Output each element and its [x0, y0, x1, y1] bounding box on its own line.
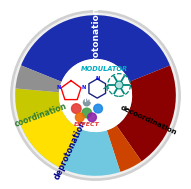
- Circle shape: [13, 13, 178, 178]
- Circle shape: [11, 11, 180, 180]
- Wedge shape: [15, 65, 62, 92]
- Circle shape: [115, 81, 123, 89]
- Text: EFFECT: EFFECT: [74, 122, 100, 127]
- Circle shape: [83, 99, 90, 106]
- Wedge shape: [117, 65, 176, 161]
- Text: MODULATOR: MODULATOR: [81, 66, 128, 72]
- Text: coordination: coordination: [13, 102, 68, 129]
- Wedge shape: [15, 88, 61, 123]
- Text: deprotonation: deprotonation: [52, 119, 88, 181]
- Text: N: N: [81, 84, 85, 90]
- Circle shape: [75, 113, 84, 122]
- Circle shape: [94, 104, 103, 113]
- Wedge shape: [107, 125, 142, 172]
- Text: N: N: [57, 84, 61, 90]
- Circle shape: [88, 113, 96, 122]
- Wedge shape: [21, 109, 120, 176]
- Text: N: N: [95, 76, 99, 81]
- Text: M: M: [83, 95, 91, 104]
- Wedge shape: [21, 15, 170, 82]
- Circle shape: [71, 104, 81, 113]
- Circle shape: [60, 60, 131, 131]
- Text: decoordination: decoordination: [119, 105, 178, 136]
- Circle shape: [82, 108, 91, 118]
- Text: protonation: protonation: [91, 7, 100, 67]
- Wedge shape: [20, 108, 80, 168]
